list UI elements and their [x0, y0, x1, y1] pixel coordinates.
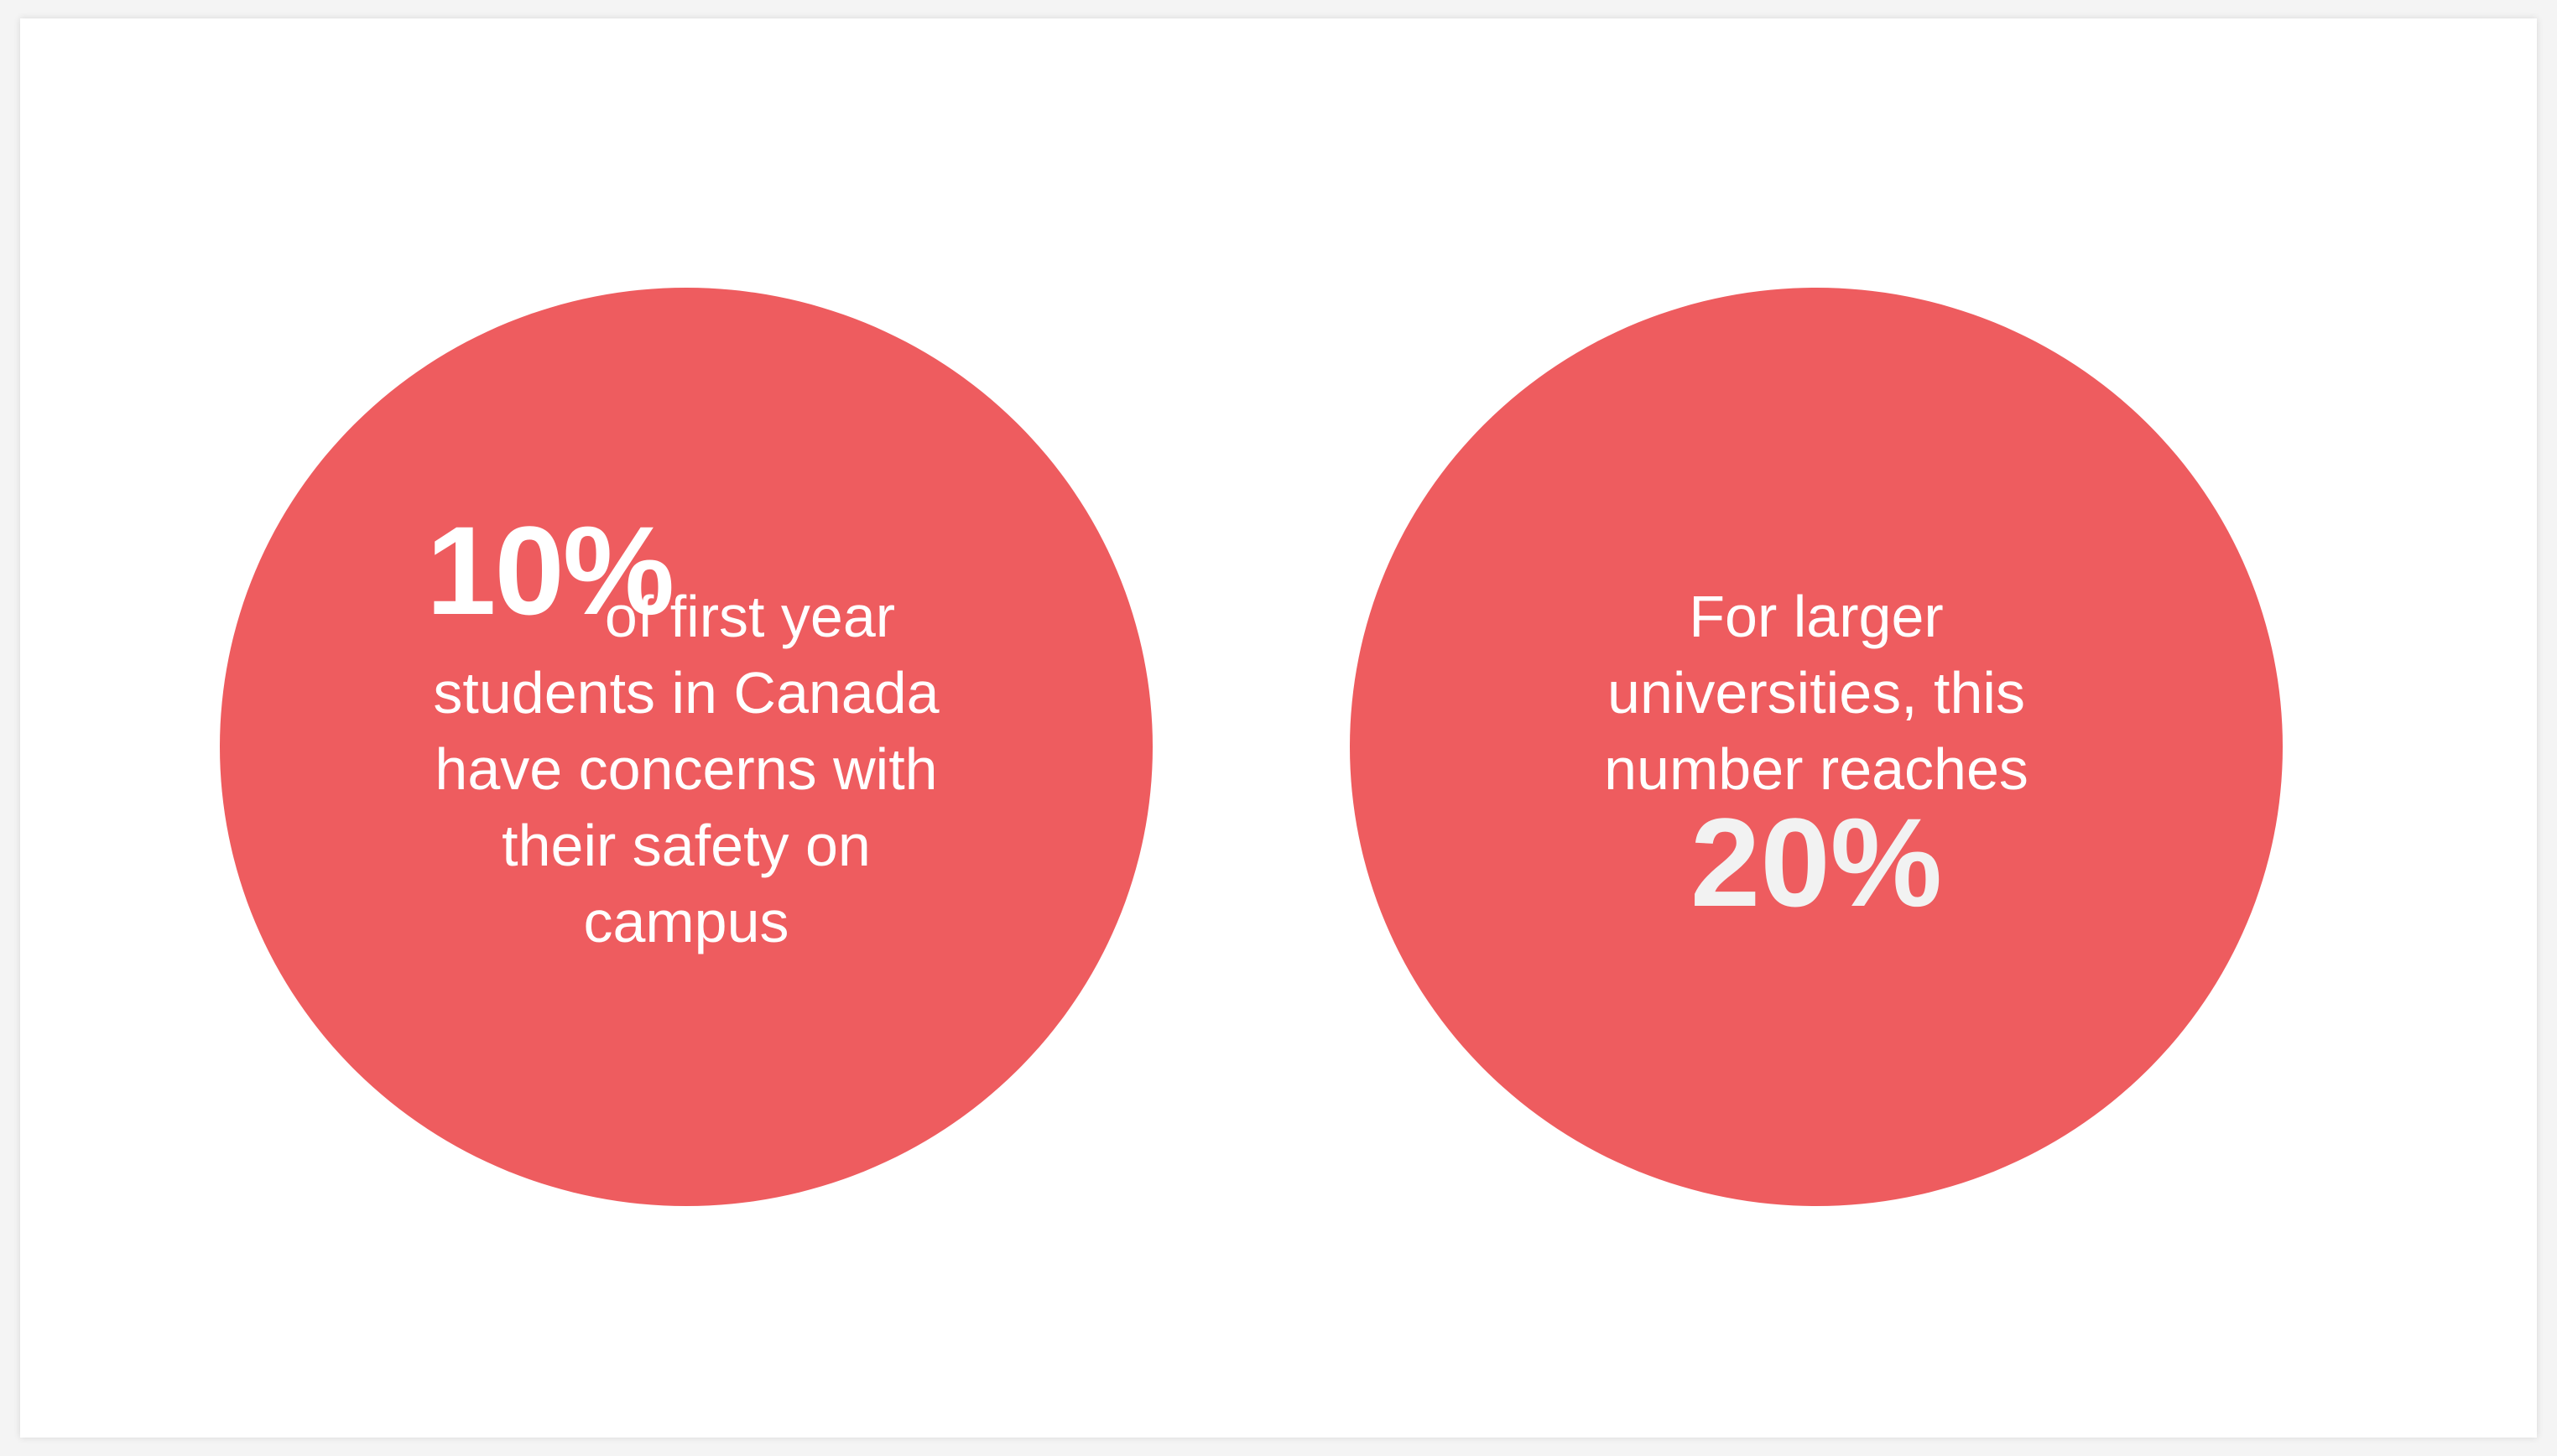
- left-stat-line-2: students in Canada: [433, 660, 940, 725]
- left-stat-number: 10%: [426, 500, 674, 641]
- right-stat-number: 20%: [1690, 792, 1943, 933]
- right-stat-line-3: number reaches: [1604, 736, 2028, 802]
- right-stat-line-2: universities, this: [1607, 660, 2025, 725]
- left-stat-line-5: campus: [583, 889, 789, 954]
- left-stat-line-1: of first year: [604, 584, 896, 649]
- right-stat-line-1: For larger: [1689, 584, 1944, 649]
- left-stat-circle: 10% of first year students in Canada hav…: [220, 288, 1153, 1206]
- right-stat-circle: For larger universities, this number rea…: [1350, 288, 2283, 1206]
- slide: 10% of first year students in Canada hav…: [20, 18, 2537, 1438]
- left-stat-line-3: have concerns with: [435, 736, 938, 802]
- left-stat-line-4: their safety on: [502, 813, 871, 878]
